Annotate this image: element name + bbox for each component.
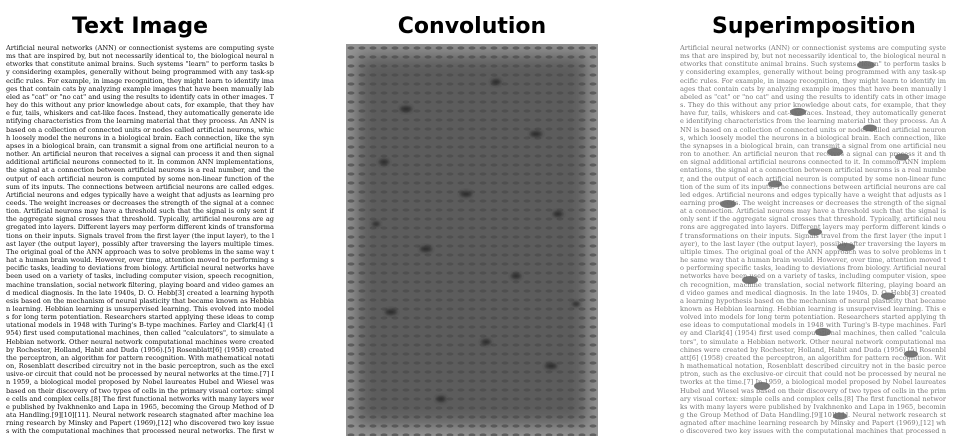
convolution-texture [346,44,598,436]
title-convolution: Convolution [397,14,547,39]
title-text-image: Text Image [72,14,208,39]
superimposition-body: Artificial neural networks (ANN) or conn… [680,44,946,436]
convolution-image [346,44,598,436]
title-superimposition: Superimposition [712,14,916,39]
convolution-peaks [372,79,580,402]
text-image-body: Artificial neural networks (ANN) or conn… [6,44,274,436]
